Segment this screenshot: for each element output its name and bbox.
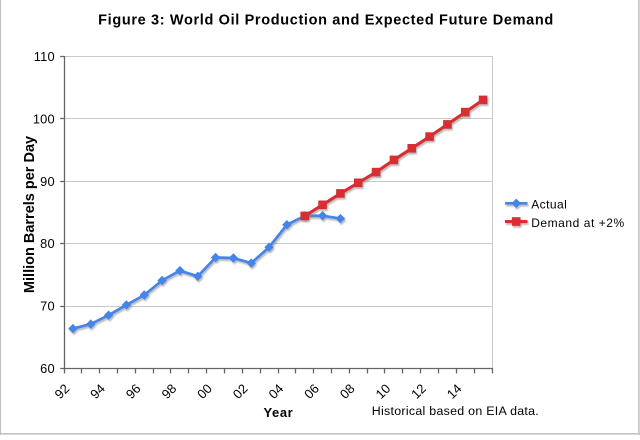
- svg-text:Demand at +2%: Demand at +2%: [531, 216, 625, 230]
- svg-text:70: 70: [40, 299, 55, 314]
- svg-text:Million Barrels per Day: Million Barrels per Day: [22, 136, 38, 293]
- svg-text:80: 80: [40, 236, 55, 251]
- svg-text:Actual: Actual: [531, 198, 567, 212]
- svg-text:100: 100: [33, 111, 55, 126]
- svg-text:110: 110: [34, 49, 55, 64]
- svg-text:90: 90: [40, 174, 55, 189]
- svg-text:Figure 3: World Oil Production: Figure 3: World Oil Production and Expec…: [98, 12, 554, 28]
- svg-text:Year: Year: [263, 405, 293, 420]
- svg-text:60: 60: [40, 361, 55, 376]
- svg-text:Historical based on EIA data.: Historical based on EIA data.: [372, 404, 539, 418]
